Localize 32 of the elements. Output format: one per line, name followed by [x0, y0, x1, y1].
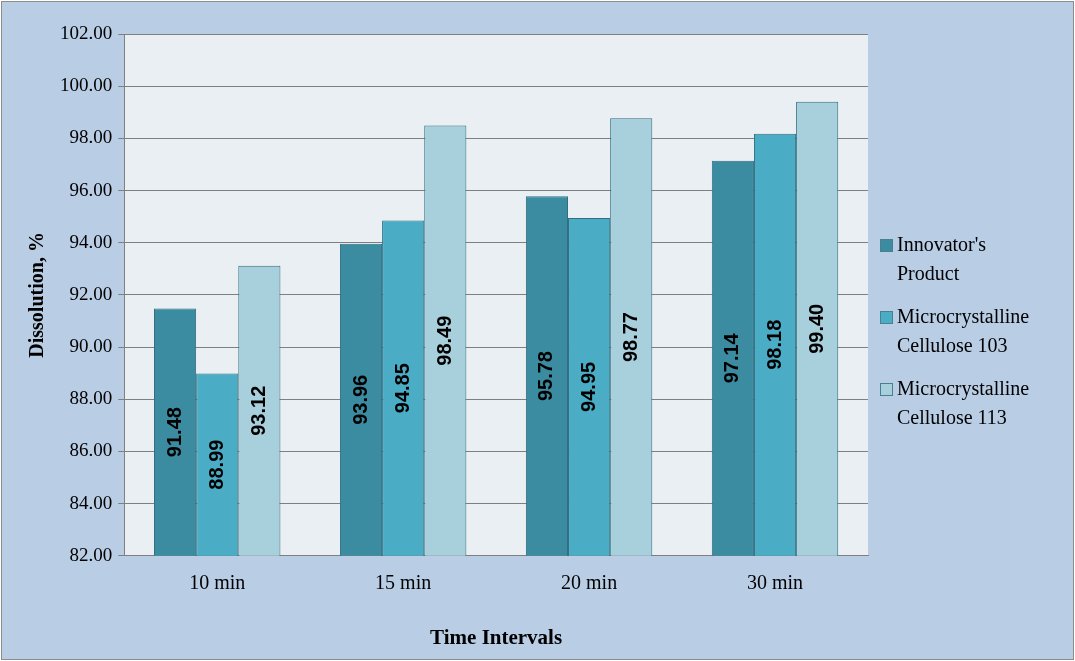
data-label: 97.14 — [720, 332, 743, 384]
data-label: 98.49 — [432, 315, 455, 366]
x-tick-label: 10 min — [189, 571, 246, 594]
data-label: 98.77 — [618, 312, 641, 363]
y-tick-label: 86.00 — [69, 439, 113, 461]
x-tick-label: 20 min — [561, 571, 618, 594]
x-tick-label: 30 min — [746, 571, 804, 594]
data-label: 93.96 — [348, 374, 371, 425]
legend-label: Microcrystalline Cellulose 103 — [897, 304, 1031, 358]
y-tick-label: 92.00 — [69, 282, 113, 304]
data-label: 94.85 — [390, 363, 413, 414]
data-label: 93.12 — [246, 385, 269, 436]
legend-label: Microcrystalline Cellulose 113 — [897, 376, 1031, 430]
y-axis-title: Dissolution, % — [25, 232, 48, 358]
y-tick-label: 98.00 — [69, 126, 113, 148]
y-tick-label: 96.00 — [69, 178, 113, 200]
y-tick-label: 90.00 — [69, 335, 113, 357]
data-label: 94.95 — [576, 361, 599, 412]
data-label: 91.48 — [162, 407, 185, 458]
y-tick-label: 82.00 — [69, 543, 113, 565]
data-label: 95.78 — [534, 351, 557, 402]
y-tick-label: 94.00 — [69, 230, 113, 252]
x-tick-label: 15 min — [375, 571, 432, 594]
y-tick-label: 88.00 — [69, 387, 113, 409]
data-label: 99.40 — [804, 303, 827, 354]
data-label: 98.18 — [762, 319, 785, 370]
data-label: 88.99 — [204, 439, 227, 490]
y-tick-label: 84.00 — [69, 491, 113, 513]
legend-label: Innovator's Product — [897, 232, 988, 286]
y-tick-label: 100.00 — [60, 74, 113, 96]
y-tick-label: 102.00 — [60, 21, 113, 43]
x-axis-title: Time Intervals — [430, 624, 563, 649]
